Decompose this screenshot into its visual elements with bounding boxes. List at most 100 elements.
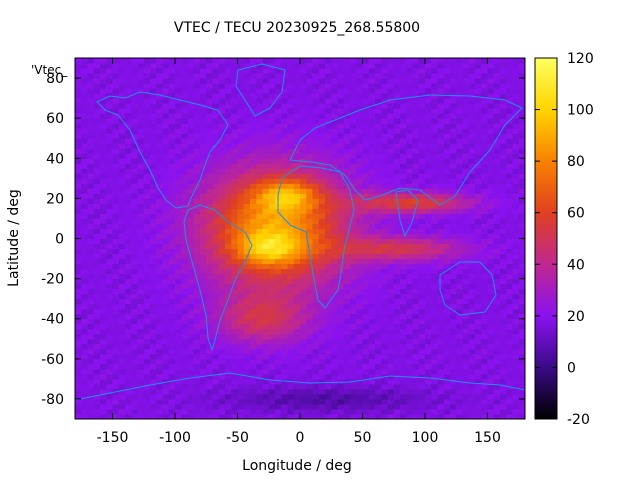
heatmap-cell: [318, 308, 326, 315]
heatmap-cell: [287, 393, 295, 400]
heatmap-cell: [175, 153, 182, 159]
heatmap-cell: [150, 358, 157, 365]
heatmap-cell: [131, 63, 138, 69]
heatmap-cell: [481, 393, 488, 400]
heatmap-cell: [356, 58, 363, 64]
heatmap-cell: [162, 198, 170, 204]
heatmap-cell: [200, 338, 207, 345]
heatmap-cell: [256, 353, 263, 360]
heatmap-cell: [406, 308, 413, 315]
heatmap-cell: [218, 83, 226, 89]
heatmap-cell: [443, 363, 451, 370]
heatmap-cell: [212, 323, 220, 330]
heatmap-cell: [331, 253, 338, 260]
heatmap-cell: [193, 393, 201, 400]
heatmap-cell: [287, 253, 295, 260]
heatmap-cell: [218, 318, 226, 325]
heatmap-cell: [493, 268, 501, 275]
heatmap-cell: [387, 178, 395, 184]
heatmap-cell: [281, 243, 288, 250]
heatmap-cell: [425, 398, 432, 405]
heatmap-cell: [237, 208, 245, 214]
heatmap-cell: [325, 293, 332, 300]
heatmap-cell: [93, 293, 101, 300]
heatmap-cell: [250, 303, 257, 310]
heatmap-cell: [368, 138, 376, 144]
heatmap-cell: [100, 238, 107, 245]
heatmap-cell: [443, 343, 451, 350]
heatmap-cell: [300, 398, 307, 405]
heatmap-cell: [306, 363, 313, 370]
heatmap-cell: [412, 388, 420, 395]
heatmap-cell: [312, 153, 320, 159]
heatmap-cell: [206, 238, 213, 245]
heatmap-cell: [75, 378, 82, 385]
heatmap-cell: [231, 258, 238, 265]
heatmap-cell: [87, 103, 95, 109]
heatmap-cell: [468, 88, 476, 94]
heatmap-cell: [406, 413, 413, 419]
heatmap-cell: [125, 178, 132, 184]
heatmap-cell: [268, 88, 276, 94]
heatmap-cell: [100, 113, 107, 119]
heatmap-cell: [212, 363, 220, 370]
heatmap-cell: [381, 343, 388, 350]
heatmap-cell: [387, 133, 395, 139]
heatmap-cell: [487, 258, 495, 265]
heatmap-cell: [87, 293, 95, 300]
heatmap-cell: [100, 333, 107, 340]
heatmap-cell: [450, 218, 457, 224]
heatmap-cell: [381, 358, 388, 365]
heatmap-cell: [250, 403, 257, 410]
heatmap-cell: [468, 188, 476, 194]
heatmap-cell: [343, 83, 351, 89]
heatmap-cell: [137, 348, 145, 355]
heatmap-cell: [493, 298, 501, 305]
heatmap-cell: [137, 303, 145, 310]
heatmap-cell: [212, 263, 220, 270]
heatmap-cell: [243, 383, 251, 390]
heatmap-cell: [262, 188, 270, 194]
heatmap-cell: [468, 348, 476, 355]
heatmap-cell: [475, 93, 482, 99]
heatmap-cell: [293, 328, 301, 335]
heatmap-cell: [243, 223, 251, 229]
heatmap-cell: [368, 173, 376, 179]
heatmap-cell: [150, 58, 157, 64]
heatmap-cell: [300, 143, 307, 149]
heatmap-cell: [393, 128, 401, 134]
heatmap-cell: [431, 293, 438, 300]
heatmap-cell: [300, 83, 307, 89]
heatmap-cell: [437, 118, 445, 124]
heatmap-cell: [231, 78, 238, 84]
heatmap-cell: [318, 248, 326, 255]
heatmap-cell: [456, 368, 463, 375]
heatmap-cell: [93, 268, 101, 275]
heatmap-cell: [212, 168, 220, 174]
heatmap-cell: [162, 113, 170, 119]
heatmap-cell: [437, 108, 445, 114]
heatmap-cell: [112, 208, 120, 214]
heatmap-cell: [118, 378, 126, 385]
heatmap-cell: [443, 403, 451, 410]
heatmap-cell: [368, 303, 376, 310]
heatmap-cell: [156, 258, 163, 265]
heatmap-cell: [268, 213, 276, 219]
heatmap-cell: [187, 218, 195, 224]
heatmap-cell: [100, 313, 107, 320]
heatmap-cell: [350, 413, 357, 419]
heatmap-cell: [231, 188, 238, 194]
heatmap-cell: [406, 323, 413, 330]
heatmap-cell: [406, 93, 413, 99]
heatmap-cell: [87, 303, 95, 310]
heatmap-cell: [387, 348, 395, 355]
heatmap-cell: [162, 263, 170, 270]
heatmap-cell: [387, 148, 395, 154]
heatmap-cell: [437, 393, 445, 400]
heatmap-cell: [318, 333, 326, 340]
heatmap-cell: [162, 158, 170, 164]
heatmap-cell: [343, 133, 351, 139]
heatmap-cell: [181, 323, 188, 330]
heatmap-cell: [250, 338, 257, 345]
heatmap-cell: [262, 338, 270, 345]
